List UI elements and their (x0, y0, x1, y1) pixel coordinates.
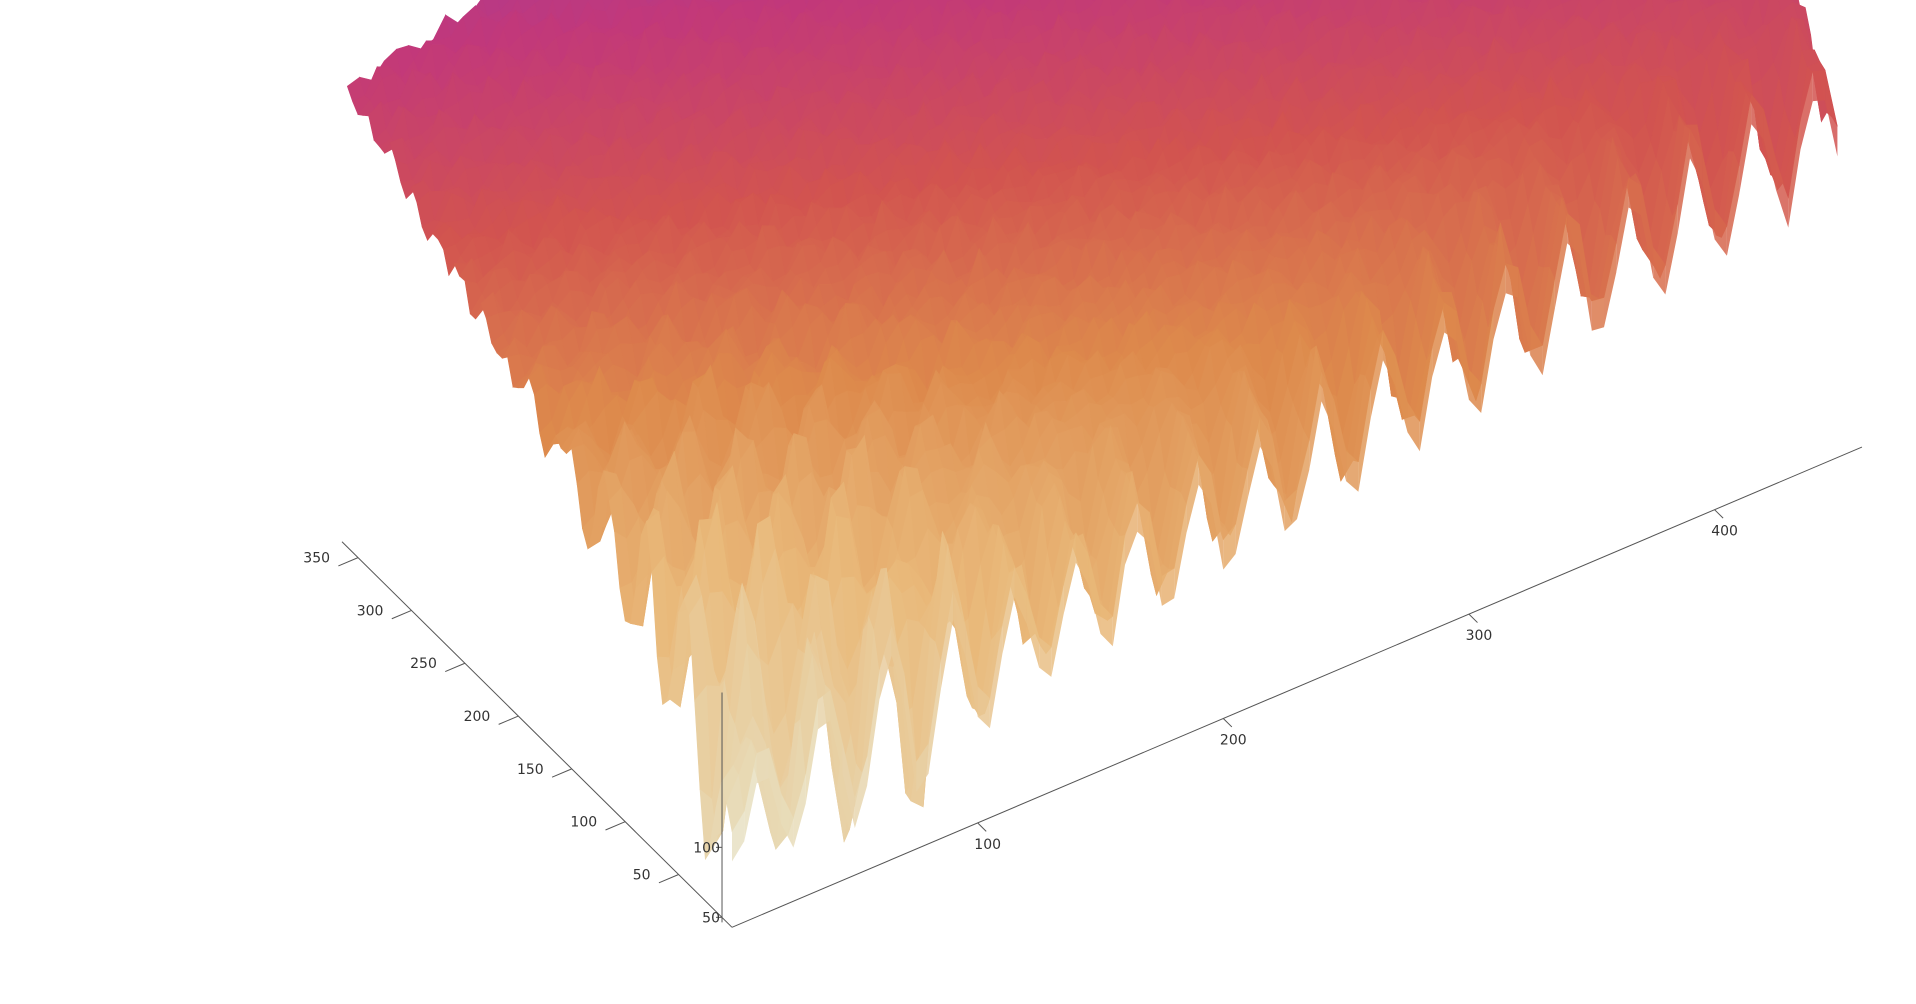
surface-mesh (347, 0, 1837, 862)
